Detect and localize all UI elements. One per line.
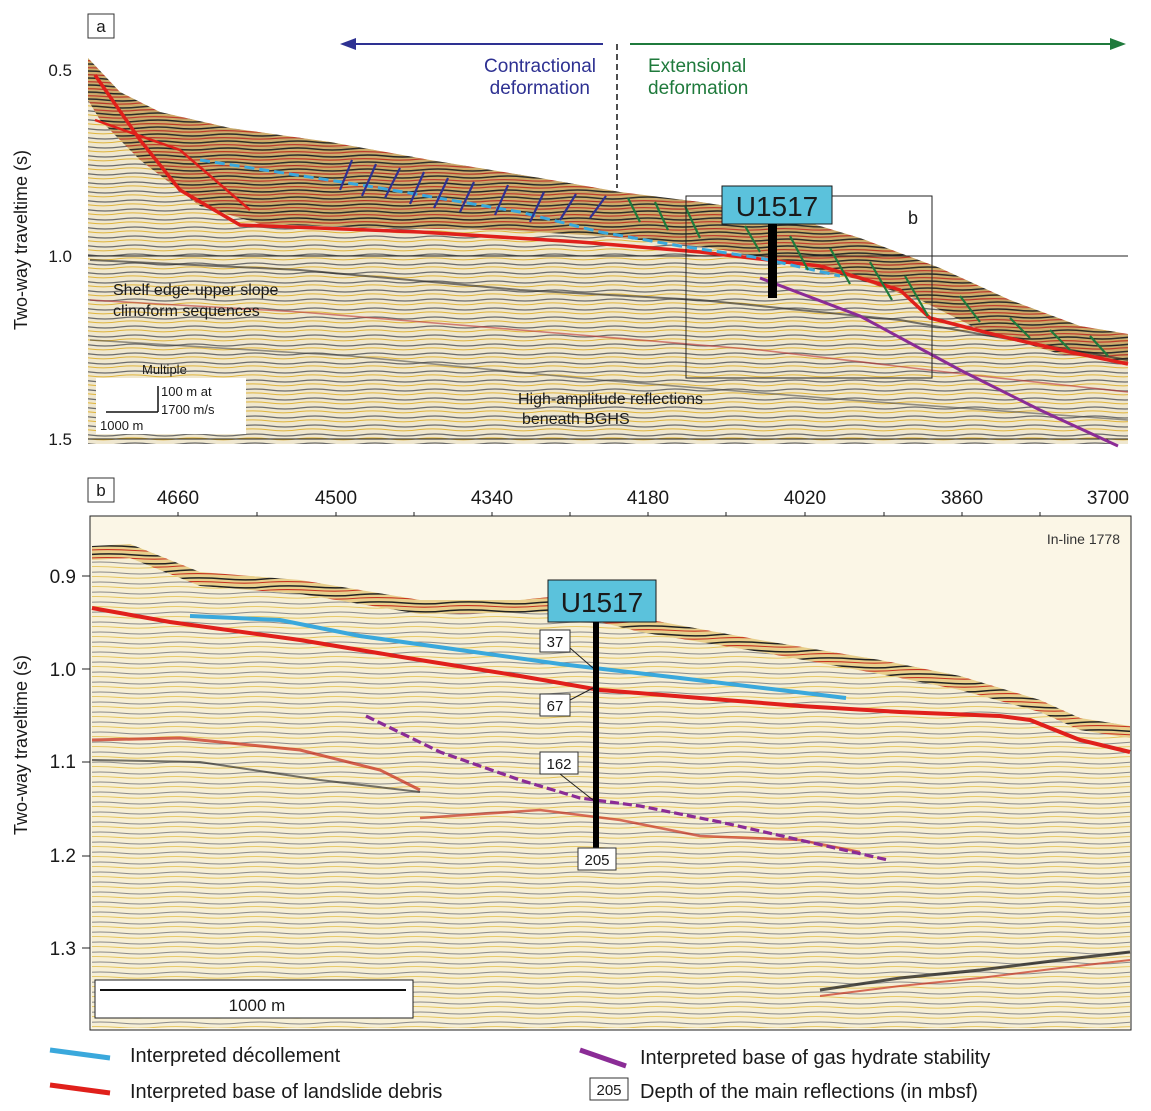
legend-landslide-swatch — [49, 1082, 111, 1096]
panel-b-seafloor-reflector — [92, 544, 1130, 738]
panel-a-upper-reflectors — [88, 58, 1128, 362]
panel-a-reflector — [89, 299, 1129, 393]
x-tick-4: 4020 — [784, 488, 826, 509]
high-amp-label-line2: beneath BGHS — [522, 411, 630, 428]
x-tick-5: 3860 — [941, 488, 983, 509]
panel-a-reflector — [89, 259, 1129, 361]
panel-b-borehole — [593, 622, 599, 852]
x-tick-2: 4340 — [471, 488, 513, 509]
depth-37: 37 — [547, 634, 564, 651]
contractional-label-line1: Contractional — [484, 56, 596, 77]
panel-b-deep-reflector — [819, 950, 1131, 992]
panel-a-scale-horizontal-label: 1000 m — [100, 418, 143, 433]
panel-a-bghs — [759, 276, 1119, 448]
depth-label-205: 205 — [577, 847, 617, 871]
depth-label-67: 67 — [539, 687, 594, 717]
panel-a-decollement — [199, 158, 841, 278]
panel-b-frame — [89, 515, 1132, 1031]
x-tick-6: 3700 — [1087, 488, 1129, 509]
depth-205: 205 — [584, 852, 609, 869]
depth-label-37: 37 — [539, 629, 594, 669]
legend-bghs-swatch — [579, 1047, 627, 1069]
panel-a-y-axis-label: Two-way traveltime (s) — [11, 150, 31, 330]
legend: Interpreted décollement Interpreted base… — [49, 1045, 990, 1103]
panel-a-label: a — [96, 17, 106, 36]
panel-a-thrust-faults — [338, 159, 607, 223]
panel-a-site-label: U1517 — [736, 191, 819, 222]
panel-a-y-tick-1: 1.0 — [48, 247, 72, 266]
extensional-label-line1: Extensional — [648, 56, 746, 77]
y-tick-4: 1.3 — [50, 939, 76, 960]
inline-label: In-line 1778 — [1047, 531, 1120, 547]
inset-label: b — [908, 208, 918, 228]
depth-67: 67 — [547, 698, 564, 715]
extensional-label-line2: deformation — [648, 78, 748, 99]
panel-b-label: b — [96, 481, 105, 500]
panel-b-label-box — [87, 477, 115, 503]
panel-a-landslide-base-2 — [94, 118, 251, 211]
y-tick-1: 1.0 — [50, 660, 76, 681]
contractional-arrow-head — [340, 38, 356, 50]
x-tick-3: 4180 — [627, 488, 669, 509]
shelf-label-line1: Shelf edge-upper slope — [113, 282, 279, 299]
high-amp-label-line1: High-amplitude reflections — [518, 391, 703, 408]
panel-b-y-axis-label: Two-way traveltime (s) — [11, 655, 31, 835]
panel-b-landslide-base — [91, 606, 1131, 754]
panel-a-normal-faults — [627, 197, 1109, 357]
panel-b-y-ticks — [82, 575, 90, 949]
panel-a-reflector — [89, 339, 1129, 421]
panel-b-reflector — [419, 808, 861, 854]
panel-b-deep-reflector — [819, 959, 1131, 997]
legend-decollement-swatch — [49, 1047, 111, 1061]
panel-a-scale-vertical-line1: 100 m at — [161, 384, 212, 399]
y-tick-2: 1.1 — [50, 752, 76, 773]
panel-a: a Two-way traveltime (s) 0.5 1.0 1.5 — [11, 13, 1129, 449]
x-tick-1: 4500 — [315, 488, 357, 509]
panel-a-label-box — [87, 13, 115, 39]
legend-depth-box — [589, 1077, 629, 1101]
panel-b-scale-box — [94, 979, 414, 1019]
depth-162: 162 — [546, 756, 571, 773]
panel-b-reflector — [91, 759, 421, 793]
panel-b-site-label: U1517 — [561, 587, 644, 618]
multiple-label: Multiple — [142, 362, 187, 377]
panel-b-bghs — [365, 714, 889, 862]
panel-a-borehole — [768, 224, 777, 298]
panel-b-site-box — [547, 579, 657, 623]
y-tick-3: 1.2 — [50, 846, 76, 867]
shelf-label-line2: clinoform sequences — [113, 303, 260, 320]
panel-a-landslide-base — [93, 74, 1129, 366]
panel-b-decollement — [189, 614, 847, 700]
panel-a-scale-box — [96, 378, 246, 434]
panel-a-scale-vertical-line2: 1700 m/s — [161, 402, 215, 417]
panel-a-y-tick-0: 0.5 — [48, 61, 72, 80]
y-tick-0: 0.9 — [50, 567, 76, 588]
legend-decollement-label: Interpreted décollement — [130, 1045, 341, 1067]
legend-depth-label: Depth of the main reflections (in mbsf) — [640, 1081, 978, 1103]
legend-bghs-label: Interpreted base of gas hydrate stabilit… — [640, 1047, 990, 1069]
legend-landslide-label: Interpreted base of landslide debris — [130, 1081, 442, 1103]
extensional-arrow-head — [1110, 38, 1126, 50]
depth-label-162: 162 — [539, 751, 594, 801]
panel-b-scale-label: 1000 m — [229, 996, 286, 1015]
legend-depth-box-label: 205 — [596, 1082, 621, 1099]
panel-b: b 4660 4500 4340 4180 4020 3860 3700 Two… — [11, 477, 1132, 1031]
panel-b-x-axis: 4660 4500 4340 4180 4020 3860 3700 — [157, 488, 1129, 520]
x-tick-0: 4660 — [157, 488, 199, 509]
panel-a-y-tick-2: 1.5 — [48, 430, 72, 449]
panel-b-reflector — [91, 736, 421, 792]
contractional-label-line2: deformation — [490, 78, 590, 99]
